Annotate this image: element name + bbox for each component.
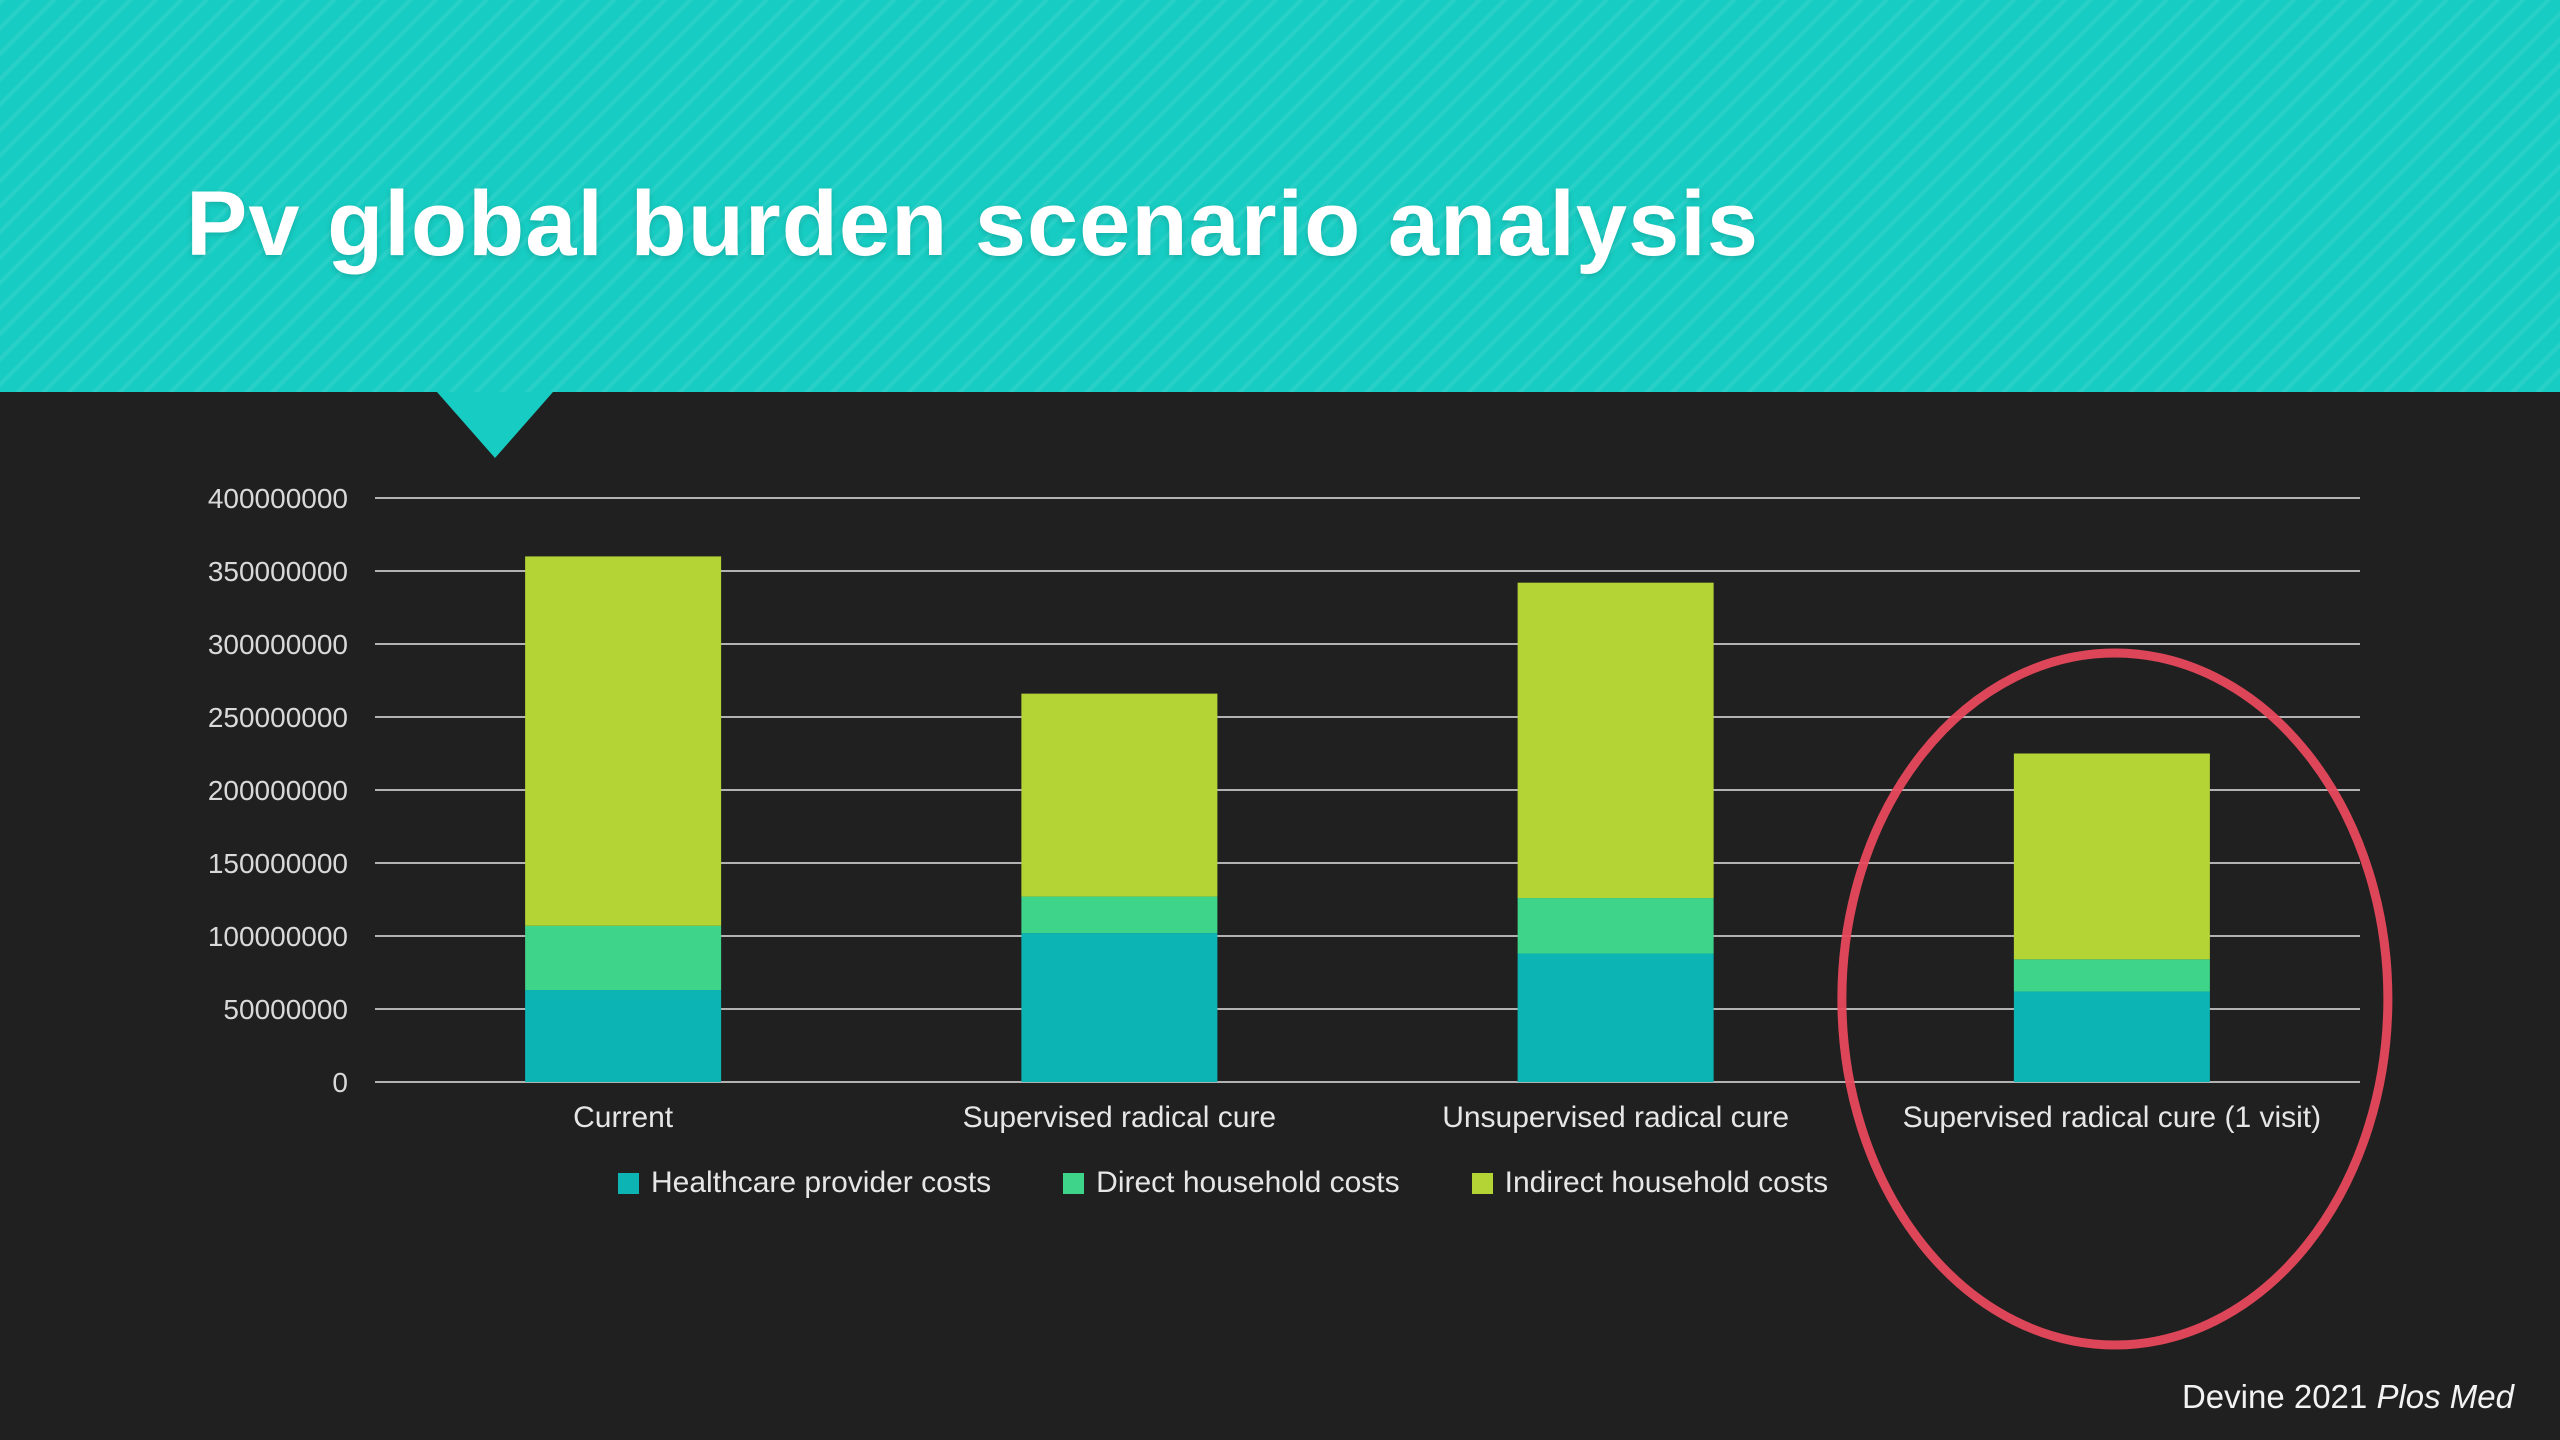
x-axis-label: Unsupervised radical cure <box>1442 1101 1789 1134</box>
citation-author-year: Devine 2021 <box>2181 1378 2377 1415</box>
legend-label: Healthcare provider costs <box>651 1166 992 1199</box>
bar-segment <box>1021 693 1218 897</box>
y-axis-label: 350000000 <box>208 556 348 587</box>
x-axis-label: Supervised radical cure <box>963 1101 1277 1134</box>
bar-segment <box>2013 991 2210 1082</box>
bar-segment <box>525 925 722 991</box>
legend-swatch-direct-household <box>1063 1172 1085 1194</box>
bar-segment <box>1021 896 1218 934</box>
legend-swatch-healthcare <box>618 1172 639 1194</box>
legend-item-direct-household-costs: Direct household costs <box>1063 1166 1400 1200</box>
y-axis-label: 100000000 <box>208 921 348 952</box>
bar-segment <box>2013 753 2210 960</box>
y-axis-label: 0 <box>332 1067 348 1098</box>
y-axis-label: 250000000 <box>208 702 348 733</box>
y-axis-label: 400000000 <box>208 483 348 514</box>
citation: Devine 2021 Plos Med <box>2182 1378 2514 1416</box>
chart-legend: Healthcare provider costs Direct househo… <box>618 1166 1828 1200</box>
bar-segment <box>1517 898 1714 954</box>
bar-segment <box>2013 959 2210 992</box>
title-banner: Pv global burden scenario analysis <box>0 0 2560 392</box>
bar-segment <box>1517 953 1714 1082</box>
legend-swatch-indirect-household <box>1471 1172 1493 1194</box>
bar-segment <box>525 556 722 926</box>
legend-label: Direct household costs <box>1096 1166 1400 1199</box>
bar-segment <box>1517 582 1714 899</box>
x-axis-label: Current <box>573 1101 674 1134</box>
bar-segment <box>1021 933 1218 1082</box>
slide-title: Pv global burden scenario analysis <box>186 173 1759 275</box>
legend-item-healthcare-provider-costs: Healthcare provider costs <box>618 1166 991 1200</box>
banner-notch <box>437 392 553 458</box>
highlight-ellipse <box>1837 648 2393 1350</box>
y-axis-label: 300000000 <box>208 629 348 660</box>
y-axis-label: 200000000 <box>208 775 348 806</box>
citation-journal: Plos Med <box>2376 1378 2514 1415</box>
y-axis-label: 150000000 <box>208 848 348 879</box>
y-axis-label: 50000000 <box>223 994 348 1025</box>
x-axis-label: Supervised radical cure (1 visit) <box>1903 1101 2322 1134</box>
legend-label: Indirect household costs <box>1504 1166 1829 1199</box>
legend-item-indirect-household-costs: Indirect household costs <box>1471 1166 1829 1200</box>
bar-segment <box>525 990 722 1082</box>
